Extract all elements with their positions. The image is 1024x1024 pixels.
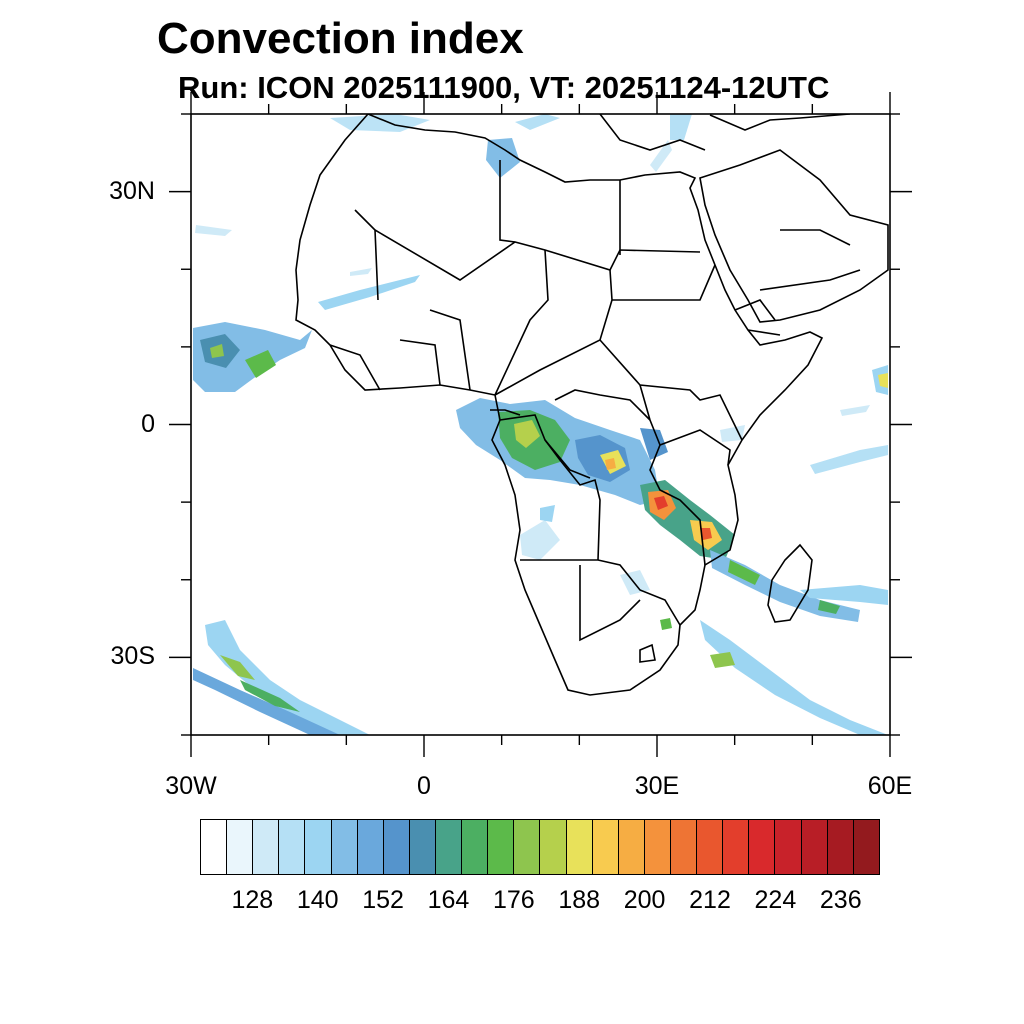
lon-label: 30W: [165, 772, 217, 800]
lat-label: 30N: [109, 176, 155, 205]
colorbar-swatch: [227, 820, 254, 874]
map-title: Convection index: [157, 14, 524, 63]
map-subtitle: Run: ICON 2025111900, VT: 20251124-12UTC: [178, 70, 830, 105]
colorbar-swatch: [488, 820, 515, 874]
colorbar-swatch: [644, 820, 671, 874]
colorbar-tick-label: 236: [819, 886, 862, 914]
colorbar-swatch: [723, 820, 750, 874]
colorbar-swatch: [331, 820, 358, 874]
lon-label: 60E: [867, 772, 913, 800]
colorbar-swatch: [305, 820, 332, 874]
lon-label: 0: [417, 772, 431, 800]
colorbar-swatch: [618, 820, 645, 874]
colorbar-tick-label: 164: [427, 886, 470, 914]
lat-label: 0: [141, 409, 155, 438]
colorbar-swatch: [801, 820, 828, 874]
colorbar-swatch: [435, 820, 463, 874]
colorbar-swatch: [514, 820, 541, 874]
colorbar-tick-label: 212: [689, 886, 731, 914]
colorbar-tick-label: 188: [558, 886, 601, 914]
lat-label: 30S: [110, 642, 155, 671]
colorbar-swatch: [409, 820, 436, 874]
colorbar-swatch: [357, 820, 384, 874]
colorbar-tick-label: 224: [754, 886, 797, 914]
colorbar-swatch: [749, 820, 776, 874]
colorbar-swatch: [670, 820, 698, 874]
axis-ticks: [169, 92, 912, 757]
lon-label: 30E: [634, 772, 680, 800]
colorbar-swatch: [253, 820, 280, 874]
colorbar-swatch: [827, 820, 854, 874]
colorbar-tick-label: 152: [362, 886, 404, 914]
colorbar-swatch: [201, 820, 228, 874]
colorbar-swatch: [540, 820, 567, 874]
colorbar-tick-label: 176: [492, 886, 535, 914]
colorbar-tick-label: 140: [296, 886, 339, 914]
colorbar-swatch: [592, 820, 619, 874]
colorbar: [200, 819, 880, 875]
coastlines-borders: [295, 114, 889, 696]
colorbar-swatch: [383, 820, 410, 874]
colorbar-swatch: [462, 820, 489, 874]
colorbar-swatch: [775, 820, 802, 874]
colorbar-tick-label: 200: [623, 886, 666, 914]
colorbar-tick-label: 128: [231, 886, 274, 914]
colorbar-swatch: [279, 820, 306, 874]
colorbar-swatch: [566, 820, 593, 874]
colorbar-swatch: [853, 820, 879, 874]
colorbar-swatch: [697, 820, 724, 874]
convection-field: [193, 114, 888, 735]
